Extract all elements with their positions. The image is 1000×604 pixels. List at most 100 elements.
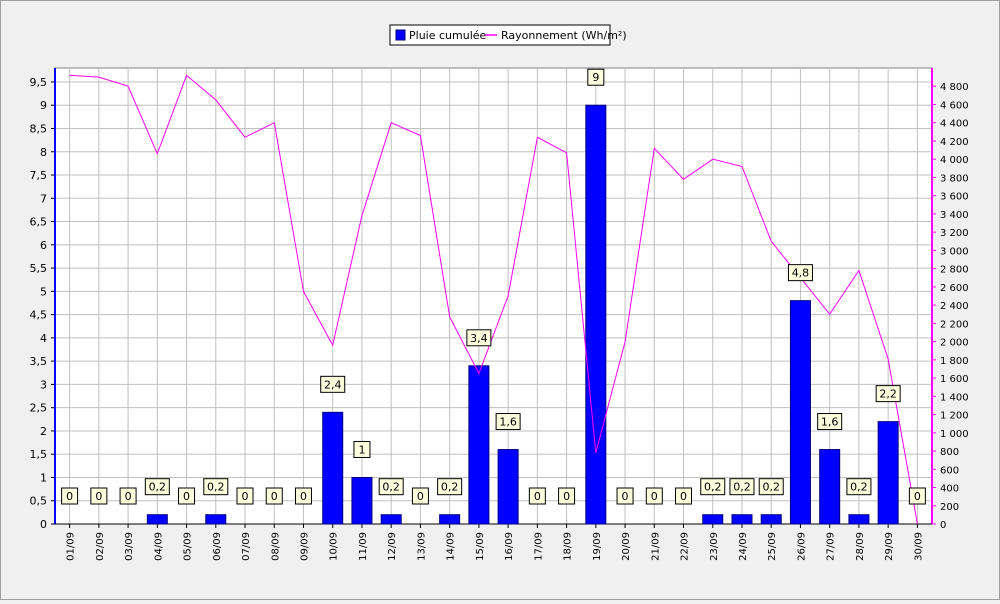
x-tick-label: 25/09 — [767, 532, 778, 561]
data-label-box — [61, 487, 79, 505]
bar — [322, 411, 344, 525]
right-tick-label: 1 400 — [940, 392, 969, 403]
right-tick-label: 1 600 — [940, 374, 969, 385]
left-tick-label: 4 — [40, 332, 47, 345]
data-label-box — [675, 487, 693, 505]
data-label: 0 — [534, 490, 541, 503]
data-label: 0 — [622, 490, 629, 503]
data-label: 1,6 — [821, 416, 839, 429]
data-label-box — [908, 487, 926, 505]
bar — [585, 104, 607, 525]
data-label: 0,2 — [704, 481, 722, 494]
right-tick-label: 4 800 — [940, 82, 969, 93]
data-label: 0 — [651, 490, 658, 503]
x-tick-label: 09/09 — [299, 532, 310, 561]
bar — [439, 514, 461, 525]
data-label-box — [495, 413, 521, 431]
right-tick-label: 600 — [940, 465, 959, 476]
left-tick-label: 4,5 — [30, 309, 48, 322]
data-label-box — [558, 487, 576, 505]
right-tick-label: 2 600 — [940, 283, 969, 294]
x-tick-label: 19/09 — [592, 532, 603, 561]
bar — [380, 514, 402, 525]
bar — [205, 514, 227, 525]
x-tick-label: 27/09 — [826, 532, 837, 561]
data-label: 0,2 — [149, 481, 167, 494]
data-label-box — [144, 478, 170, 496]
right-tick-label: 3 000 — [940, 246, 969, 257]
x-tick-label: 20/09 — [621, 532, 632, 561]
legend-label-bars: Pluie cumulée — [409, 29, 487, 42]
x-tick-label: 15/09 — [475, 532, 486, 561]
data-label: 0,2 — [382, 481, 400, 494]
data-label-box — [616, 487, 634, 505]
left-tick-label: 1,5 — [30, 448, 48, 461]
right-tick-label: 3 400 — [940, 210, 969, 221]
right-tick-label: 3 800 — [940, 173, 969, 184]
x-tick-label: 06/09 — [212, 532, 223, 561]
left-tick-label: 6,5 — [30, 216, 48, 229]
data-label-box — [587, 68, 605, 86]
bar — [146, 514, 168, 525]
left-tick-label: 2 — [40, 425, 47, 438]
data-label-box — [265, 487, 283, 505]
x-tick-label: 14/09 — [446, 532, 457, 561]
data-label: 0 — [271, 490, 278, 503]
left-tick-label: 7,5 — [30, 169, 48, 182]
data-label: 0,2 — [441, 481, 459, 494]
right-tick-label: 1 200 — [940, 411, 969, 422]
bar — [789, 300, 811, 525]
bar — [760, 514, 782, 525]
data-label-box — [645, 487, 663, 505]
right-tick-label: 200 — [940, 502, 959, 513]
bar — [702, 514, 724, 525]
x-tick-label: 05/09 — [183, 532, 194, 561]
bar — [848, 514, 870, 525]
x-tick-label: 30/09 — [913, 532, 924, 561]
right-tick-label: 4 400 — [940, 119, 969, 130]
data-label: 0 — [125, 490, 132, 503]
data-label-box — [203, 478, 229, 496]
data-label: 0 — [95, 490, 102, 503]
data-label-box — [817, 413, 843, 431]
data-label-box — [119, 487, 137, 505]
right-tick-label: 2 800 — [940, 265, 969, 276]
data-label: 9 — [592, 71, 599, 84]
data-label-box — [528, 487, 546, 505]
data-label: 1,6 — [499, 416, 517, 429]
x-tick-label: 08/09 — [270, 532, 281, 561]
data-label: 0 — [680, 490, 687, 503]
x-tick-label: 02/09 — [95, 532, 106, 561]
data-label-box — [353, 440, 371, 458]
right-tick-label: 800 — [940, 447, 959, 458]
data-label-box — [378, 478, 404, 496]
left-tick-label: 9 — [40, 99, 47, 112]
bar — [731, 514, 753, 525]
data-label-box — [294, 487, 312, 505]
legend-label-line: Rayonnement (Wh/m²) — [501, 29, 627, 42]
left-tick-label: 5 — [40, 285, 47, 298]
legend-box — [389, 24, 611, 46]
right-tick-label: 3 200 — [940, 228, 969, 239]
x-tick-label: 23/09 — [709, 532, 720, 561]
right-tick-label: 3 600 — [940, 192, 969, 203]
x-tick-label: 29/09 — [884, 532, 895, 561]
data-label-box — [178, 487, 196, 505]
data-label: 2,4 — [324, 378, 342, 391]
bar — [351, 476, 373, 525]
left-tick-label: 0 — [40, 518, 47, 531]
left-tick-label: 6 — [40, 239, 47, 252]
data-label-box — [787, 264, 813, 282]
right-tick-label: 400 — [940, 484, 959, 495]
x-tick-label: 10/09 — [329, 532, 340, 561]
x-tick-label: 24/09 — [738, 532, 749, 561]
data-label-box — [320, 375, 346, 393]
left-tick-label: 5,5 — [30, 262, 48, 275]
right-tick-label: 4 600 — [940, 100, 969, 111]
right-tick-label: 2 000 — [940, 338, 969, 349]
data-label: 0 — [563, 490, 570, 503]
x-tick-label: 22/09 — [680, 532, 691, 561]
data-label-box — [875, 385, 901, 403]
